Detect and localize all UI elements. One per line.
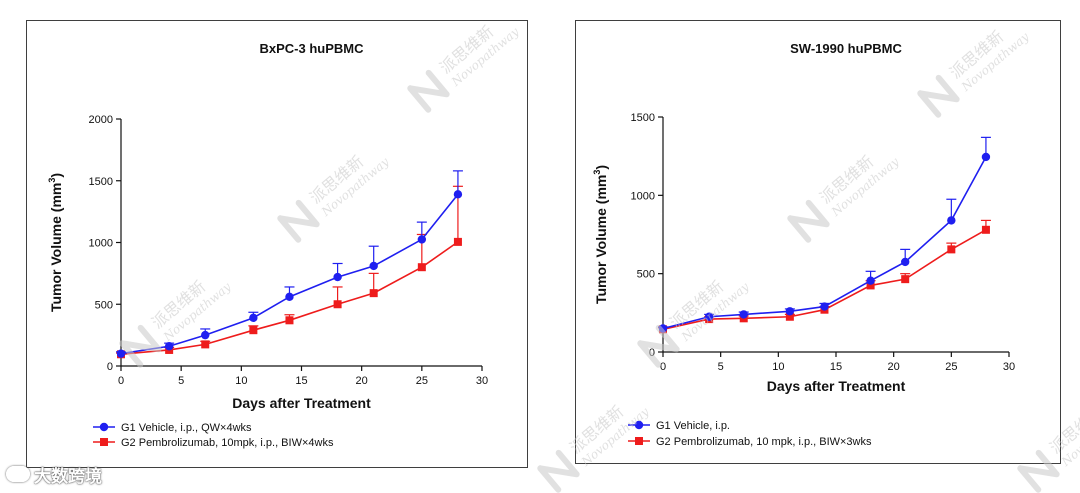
chart-title: SW-1990 huPBMC: [790, 41, 902, 56]
data-point: [285, 316, 294, 325]
legend-label: G2 Pembrolizumab, 10 mpk, i.p., BIW×3wks: [656, 436, 872, 448]
x-tick-label: 5: [178, 375, 184, 387]
data-point: [453, 190, 463, 199]
data-point: [249, 313, 258, 323]
x-tick-label: 15: [830, 361, 842, 373]
legend-item-2: G2 Pembrolizumab, 10 mpk, i.p., BIW×3wks: [628, 436, 872, 448]
x-tick-label: 25: [945, 361, 957, 373]
series-1: [658, 136, 991, 333]
y-tick-label: 0: [107, 361, 113, 373]
chart-title: BxPC-3 huPBMC: [259, 41, 364, 56]
data-point: [369, 289, 378, 298]
legend-marker: [634, 420, 644, 430]
legend-item-1: G1 Vehicle, i.p.: [628, 420, 730, 432]
y-tick-label: 0: [649, 347, 655, 359]
footer-credit: 大数跨境: [6, 461, 102, 487]
legend-label: G1 Vehicle, i.p., QW×4wks: [121, 422, 252, 434]
legend-marker: [99, 422, 109, 432]
data-point: [333, 300, 342, 309]
data-point: [901, 275, 910, 284]
data-point: [417, 263, 426, 272]
y-tick-label: 2000: [89, 114, 113, 126]
data-point: [164, 342, 174, 351]
data-point: [820, 302, 829, 311]
x-tick-label: 20: [888, 361, 900, 373]
data-point: [249, 326, 258, 335]
data-point: [901, 257, 910, 267]
data-point: [947, 245, 956, 254]
x-axis-label: Days after Treatment: [232, 395, 371, 411]
x-tick-label: 30: [1003, 361, 1015, 373]
data-point: [739, 310, 748, 319]
series-1: [116, 170, 463, 358]
footer-credit-text: 大数跨境: [34, 466, 102, 487]
y-tick-label: 500: [95, 299, 113, 311]
data-point: [785, 307, 795, 316]
y-axis-label: Tumor Volume (mm3): [592, 165, 609, 304]
data-point: [981, 225, 990, 234]
data-point: [201, 330, 210, 340]
data-point: [785, 312, 794, 321]
data-point: [866, 281, 875, 290]
data-point: [417, 235, 427, 244]
data-point: [704, 312, 714, 321]
x-axis-label: Days after Treatment: [767, 378, 906, 394]
legend-label: G1 Vehicle, i.p.: [656, 420, 730, 432]
data-point: [981, 152, 991, 162]
y-tick-label: 1000: [631, 190, 655, 202]
y-axis-label: Tumor Volume (mm3): [47, 173, 64, 312]
x-tick-label: 10: [772, 361, 784, 373]
y-tick-label: 1500: [631, 112, 655, 124]
chart-bxpc3: BxPC-3 huPBMC 0 5 10 15 20 25 30 0 500 1000 1500 200…: [47, 41, 488, 449]
data-point: [866, 276, 875, 285]
legend-marker: [635, 437, 643, 445]
data-point: [453, 237, 462, 246]
chart-panel-sw1990: SW-1990 huPBMC 0 5 10 15 20 25 30 0 500 1000 1500 Da…: [575, 20, 1061, 464]
data-point: [369, 261, 378, 271]
chart-panel-bxpc3: BxPC-3 huPBMC 0 5 10 15 20 25 30 0 500 1000 1500 200…: [26, 20, 528, 468]
data-point: [658, 324, 668, 333]
legend-marker: [100, 438, 108, 446]
novopathway-logo-icon: [537, 449, 580, 493]
x-tick-label: 30: [476, 375, 488, 387]
legend-item-1: G1 Vehicle, i.p., QW×4wks: [93, 422, 252, 434]
data-point: [116, 349, 126, 358]
series-2: [116, 185, 463, 359]
y-tick-label: 1500: [89, 176, 113, 188]
data-point: [285, 292, 294, 302]
x-tick-label: 0: [118, 375, 124, 387]
legend-item-2: G2 Pembrolizumab, 10mpk, i.p., BIW×4wks: [93, 437, 334, 449]
chat-bubble-icon: [6, 466, 30, 482]
chart-sw1990: SW-1990 huPBMC 0 5 10 15 20 25 30 0 500 1000 1500 Da…: [592, 41, 1015, 448]
x-tick-label: 5: [718, 361, 724, 373]
x-tick-label: 10: [235, 375, 247, 387]
series-line: [120, 193, 459, 355]
x-tick-label: 25: [416, 375, 428, 387]
x-tick-label: 15: [295, 375, 307, 387]
data-point: [333, 272, 342, 282]
x-tick-label: 20: [356, 375, 368, 387]
y-tick-label: 500: [637, 269, 655, 281]
x-tick-label: 0: [660, 361, 666, 373]
data-point: [947, 216, 956, 225]
y-tick-label: 1000: [89, 238, 113, 250]
legend-label: G2 Pembrolizumab, 10mpk, i.p., BIW×4wks: [121, 437, 334, 449]
data-point: [201, 340, 210, 349]
